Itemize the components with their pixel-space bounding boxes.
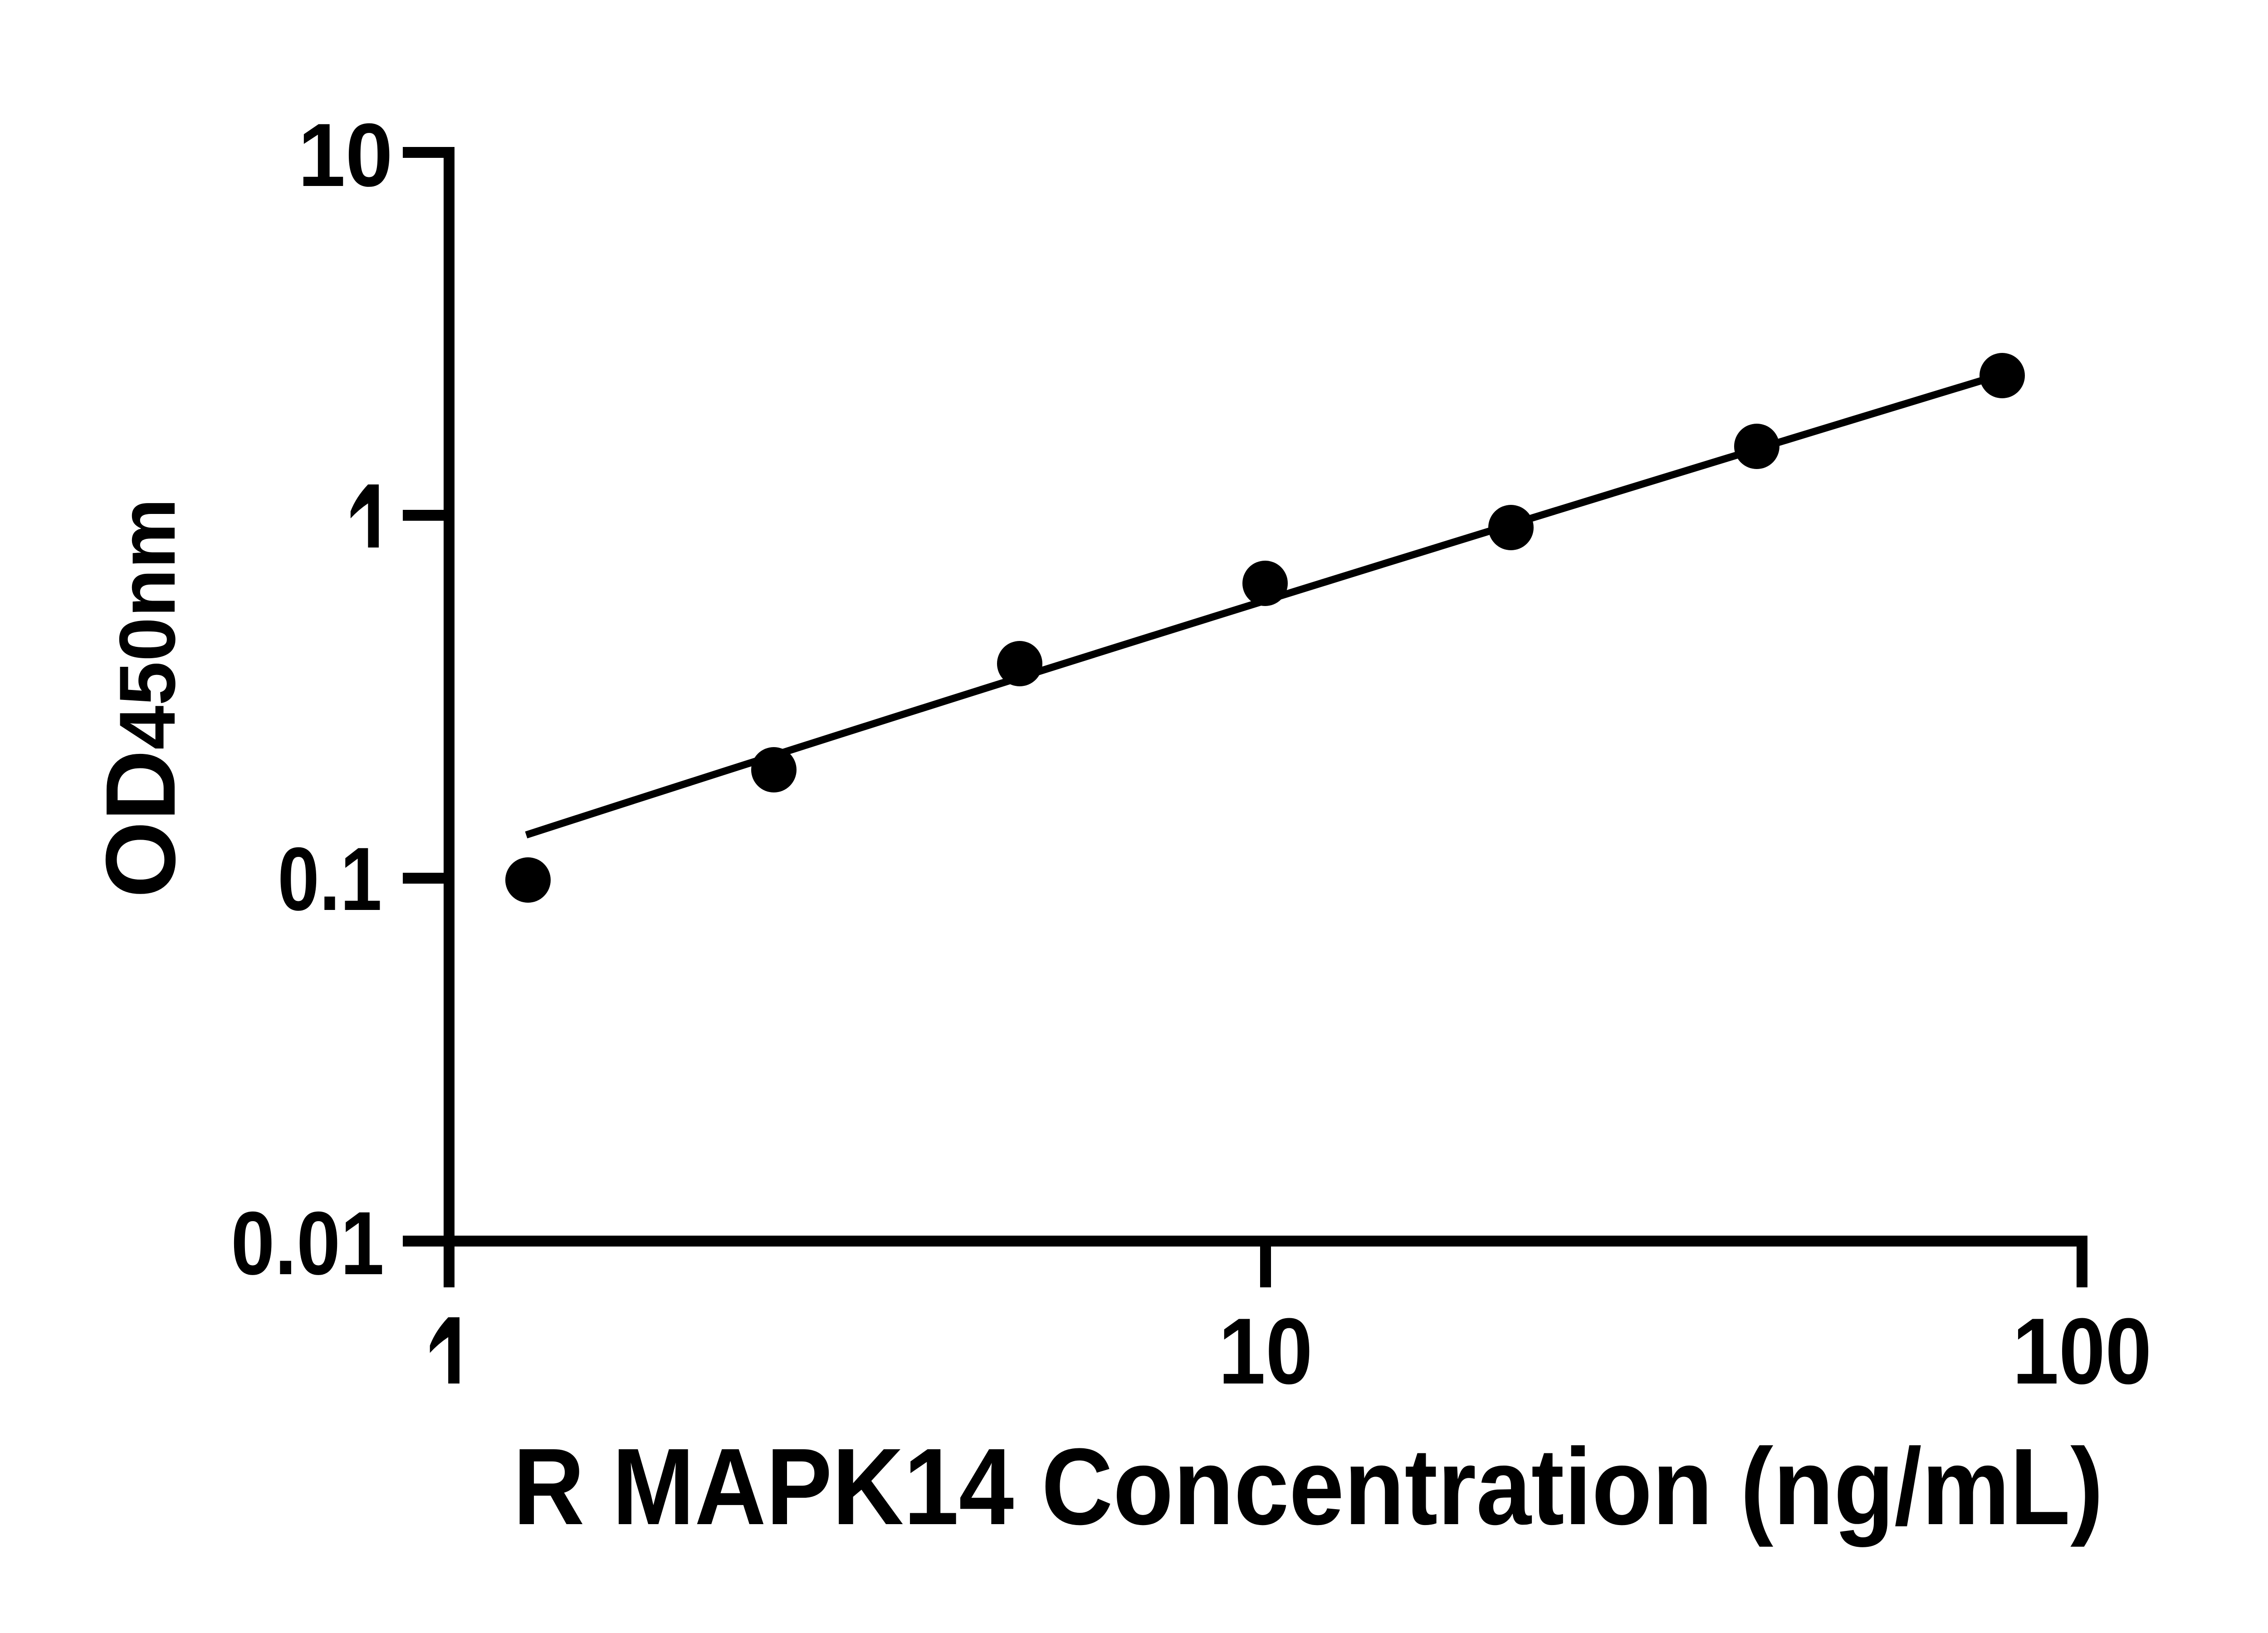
svg-text:10: 10 [1218, 1299, 1313, 1403]
svg-text:10: 10 [298, 105, 393, 205]
svg-text:0.1: 0.1 [278, 829, 382, 929]
svg-text:OD450nm: OD450nm [86, 498, 196, 898]
svg-text:100: 100 [2013, 1299, 2152, 1403]
svg-text:0.01: 0.01 [231, 1193, 384, 1293]
svg-text:R MAPK14 Concentration (ng/mL): R MAPK14 Concentration (ng/mL) [513, 1426, 2103, 1547]
